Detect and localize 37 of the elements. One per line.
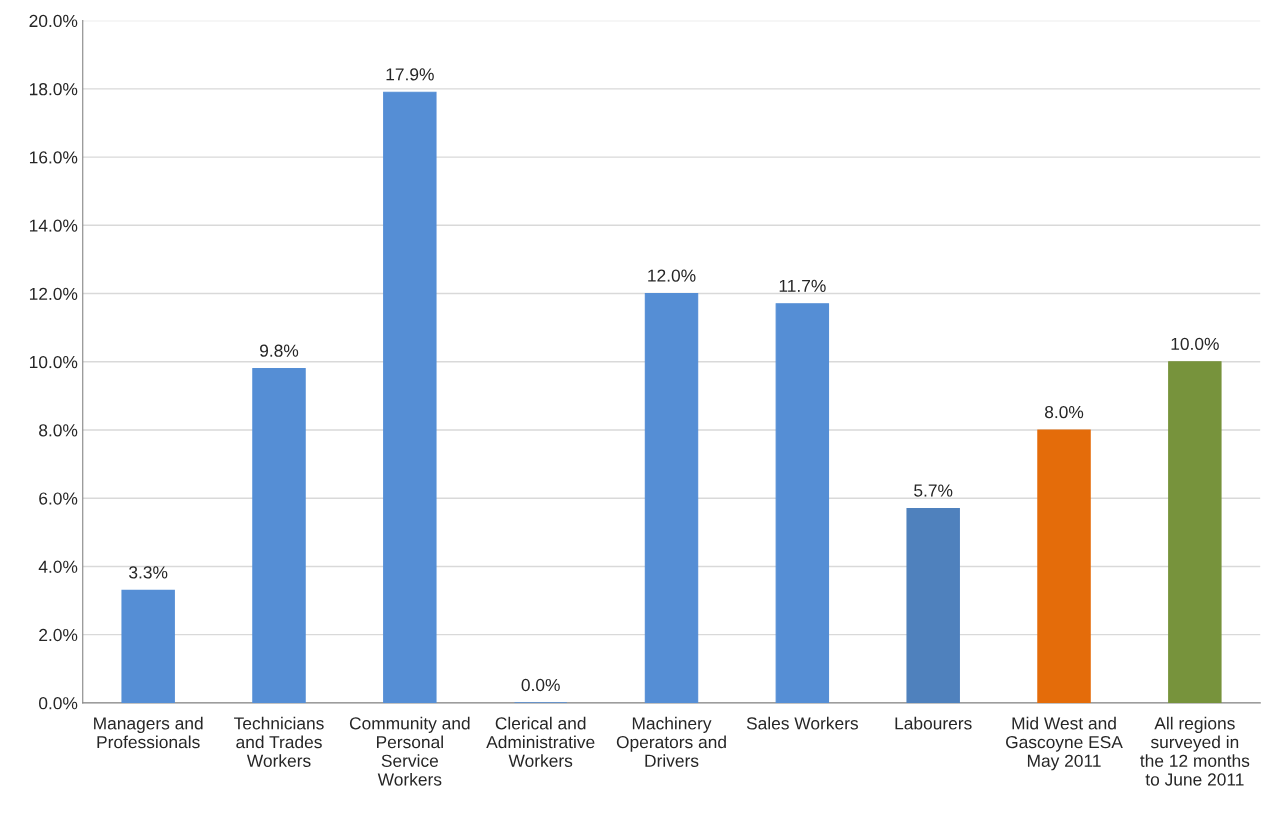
bar [121,589,175,703]
y-tick-label: 2.0% [39,628,78,642]
data-label: 10.0% [1171,337,1219,350]
bar [906,507,960,703]
y-tick-label: 18.0% [29,83,78,96]
y-tick-label: 6.0% [39,492,78,505]
y-tick-label: 14.0% [29,219,78,232]
data-label: 11.7% [779,279,826,292]
data-label: 0.0% [521,678,560,692]
y-tick-label: 10.0% [29,355,78,369]
y-tick-label: 12.0% [29,287,78,300]
x-tick-label: Mid West and Gascoyne ESA May 2011 [1006,716,1123,771]
data-label: 3.3% [129,566,168,579]
data-label: 9.8% [260,344,299,357]
data-label: 5.7% [914,484,953,497]
x-tick-label: Managers and Professionals [94,716,203,749]
x-tick-label: Labourers [895,716,972,730]
bar [775,303,830,703]
data-label: 17.9% [386,68,434,81]
y-tick-label: 8.0% [39,424,78,437]
bar [644,292,699,703]
x-tick-label: Sales Workers [746,716,858,730]
bar [1037,429,1091,703]
x-tick-label: Technicians and Trades Workers [234,716,324,767]
bar [1168,361,1222,703]
y-tick-label: 4.0% [38,560,78,573]
data-label: 8.0% [1044,405,1084,419]
y-tick-label: 20.0% [29,14,78,28]
y-tick-label: 0.0% [38,697,78,710]
bar [383,91,437,703]
x-tick-label: Machinery Operators and Drivers [616,716,726,767]
y-tick-label: 16.0% [29,151,78,164]
x-tick-label: All regions surveyed in the 12 months to June 2011 [1140,716,1250,786]
x-tick-label: Community and Personal Service Workers [349,716,470,786]
x-tick-label: Clerical and Administrative Workers [486,716,595,767]
bar [252,368,306,703]
data-label: 12.0% [648,269,696,282]
